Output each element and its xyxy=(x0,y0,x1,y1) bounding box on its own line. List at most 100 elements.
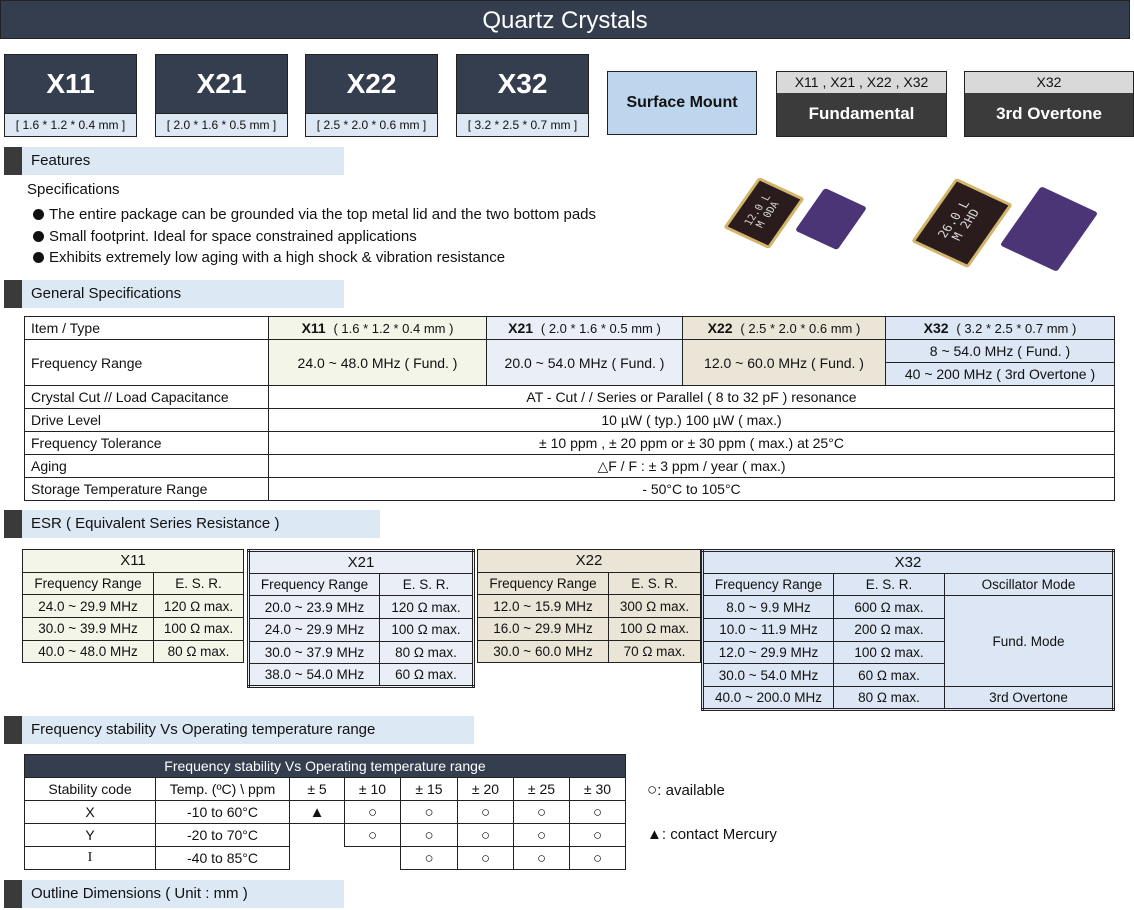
cell: 8.0 ~ 9.9 MHz xyxy=(702,595,834,620)
section-stability: Frequency stability Vs Operating tempera… xyxy=(4,716,474,744)
cell: 20.0 ~ 23.9 MHz xyxy=(248,595,380,620)
product-x21: X21 [ 2.0 * 1.6 * 0.5 mm ] xyxy=(155,54,288,137)
cell-temp: -40 to 85°C xyxy=(155,846,290,870)
cell: 100 Ω max. xyxy=(379,618,474,642)
bullet-icon xyxy=(33,252,44,263)
table-row: 16.0 ~ 29.9 MHz 100 Ω max. xyxy=(477,617,701,641)
circle-icon: ○ xyxy=(513,800,570,824)
empty-cell xyxy=(345,847,401,870)
product-dims: [ 1.6 * 1.2 * 0.4 mm ] xyxy=(5,113,136,136)
esr-table-x21: X21 Frequency Range E. S. R. 20.0 ~ 23.9 … xyxy=(247,549,475,689)
empty-cell xyxy=(290,824,345,847)
circle-icon: ○ xyxy=(400,846,458,870)
circle-icon: ○ xyxy=(513,823,570,847)
header-x21: X21 ( 2.0 * 1.6 * 0.5 mm ) xyxy=(486,316,683,340)
cell: 38.0 ~ 54.0 MHz xyxy=(248,663,380,688)
page-title: Quartz Crystals xyxy=(0,0,1130,39)
cell-mode: 3rd Overtone xyxy=(944,686,1114,710)
cell-code: X xyxy=(24,800,156,824)
table-row: 12.0 ~ 29.9 MHz 100 Ω max. xyxy=(702,640,1114,665)
mode-label: Fundamental xyxy=(808,104,915,123)
col-freq: Frequency Range xyxy=(702,572,834,597)
table-row: 40.0 ~ 200.0 MHz 80 Ω max. 3rd Overtone xyxy=(702,686,1114,710)
circle-icon: ○ xyxy=(569,823,626,847)
product-name: X21 xyxy=(196,68,247,99)
section-marker xyxy=(4,280,22,308)
crystal-top-small: 12.0 L M 0DA xyxy=(723,176,805,250)
row-label: Drive Level xyxy=(24,408,269,432)
cell: 16.0 ~ 29.9 MHz xyxy=(477,617,609,641)
table-row: I -40 to 85°C ○ ○ ○ ○ xyxy=(24,846,626,870)
col-esr: E. S. R. xyxy=(379,572,474,597)
cell: 100 Ω max. xyxy=(833,640,945,665)
col-freq: Frequency Range xyxy=(22,571,154,596)
table-row: Drive Level 10 µW ( typ.) 100 µW ( max.) xyxy=(24,408,1115,432)
table-row: Frequency Tolerance ± 10 ppm , ± 20 ppm o… xyxy=(24,431,1115,455)
crystal-bottom-large xyxy=(999,186,1099,272)
header-x11: X11 ( 1.6 * 1.2 * 0.4 mm ) xyxy=(268,316,487,340)
table-row: Stability code Temp. (ºC) \ ppm ± 5 ± 10 ± … xyxy=(24,777,626,801)
esr-table-x22: X22 Frequency Range E. S. R. 12.0 ~ 15.9 … xyxy=(477,549,701,664)
section-marker xyxy=(4,716,22,744)
table-row: 12.0 ~ 15.9 MHz 300 Ω max. xyxy=(477,594,701,619)
cell: AT - Cut / / Series or Parallel ( 8 to 3… xyxy=(268,385,1115,409)
stability-table: Frequency stability Vs Operating tempera… xyxy=(24,754,626,870)
table-row: 24.0 ~ 29.9 MHz 120 Ω max. xyxy=(22,594,244,619)
cell: 70 Ω max. xyxy=(608,639,701,664)
cell: 60 Ω max. xyxy=(833,663,945,688)
table-row: Storage Temperature Range - 50°C to 105°C xyxy=(24,477,1115,501)
table-row: Crystal Cut // Load Capacitance AT - Cut … xyxy=(24,385,1115,409)
circle-icon: ○ xyxy=(457,800,514,824)
table-row: X -10 to 60°C ▲ ○ ○ ○ ○ ○ xyxy=(24,800,626,824)
row-label: Aging xyxy=(24,454,269,478)
product-x22: X22 [ 2.5 * 2.0 * 0.6 mm ] xyxy=(305,54,438,137)
cell-code: Y xyxy=(24,823,156,847)
circle-icon: ○ xyxy=(400,823,458,847)
esr-model: X11 xyxy=(22,549,244,573)
cell: 60 Ω max. xyxy=(379,663,474,688)
col-temp: Temp. (ºC) \ ppm xyxy=(155,777,290,801)
legend-text: : available xyxy=(657,782,725,799)
table-row: 38.0 ~ 54.0 MHz 60 Ω max. xyxy=(248,663,474,688)
col-freq: Frequency Range xyxy=(477,571,609,596)
section-esr: ESR ( Equivalent Series Resistance ) xyxy=(4,510,380,538)
cell: 20.0 ~ 54.0 MHz ( Fund. ) xyxy=(486,339,683,386)
circle-icon: ○ xyxy=(569,800,626,824)
bullet-icon xyxy=(33,209,44,220)
cell: 10 µW ( typ.) 100 µW ( max.) xyxy=(268,408,1115,432)
esr-model: X22 xyxy=(477,549,701,573)
cell: 40.0 ~ 48.0 MHz xyxy=(22,639,154,664)
header-x22: X22 ( 2.5 * 2.0 * 0.6 mm ) xyxy=(682,316,886,340)
cell: △F / F : ± 3 ppm / year ( max.) xyxy=(268,454,1115,478)
cell: 24.0 ~ 29.9 MHz xyxy=(248,618,380,642)
col-ppm: ± 15 xyxy=(400,777,458,801)
triangle-icon: ▲ xyxy=(289,800,345,824)
table-row: 40.0 ~ 48.0 MHz 80 Ω max. xyxy=(22,639,244,664)
bullet-icon xyxy=(33,231,44,242)
cell: 120 Ω max. xyxy=(379,595,474,620)
cell: 120 Ω max. xyxy=(153,594,244,619)
col-ppm: ± 25 xyxy=(513,777,570,801)
mode-overtone: X32 3rd Overtone xyxy=(964,71,1134,137)
mode-models: X32 xyxy=(965,72,1133,93)
table-row: 30.0 ~ 39.9 MHz 100 Ω max. xyxy=(22,617,244,641)
section-marker xyxy=(4,510,22,538)
col-ppm: ± 10 xyxy=(344,777,401,801)
table-row: Y -20 to 70°C ○ ○ ○ ○ ○ xyxy=(24,823,626,847)
cell: 12.0 ~ 60.0 MHz ( Fund. ) xyxy=(682,339,886,386)
circle-icon: ○ xyxy=(400,800,458,824)
cell: 30.0 ~ 54.0 MHz xyxy=(702,663,834,688)
mode-label: 3rd Overtone xyxy=(996,104,1102,123)
section-marker xyxy=(4,880,22,908)
circle-icon: ○ xyxy=(647,780,658,799)
col-esr: E. S. R. xyxy=(153,571,244,596)
section-marker xyxy=(4,147,22,175)
mode-fundamental: X11 , X21 , X22 , X32 Fundamental xyxy=(776,71,947,137)
cell: 24.0 ~ 48.0 MHz ( Fund. ) xyxy=(268,339,487,386)
product-dims: [ 3.2 * 2.5 * 0.7 mm ] xyxy=(457,113,588,136)
header-item: Item / Type xyxy=(24,316,269,340)
bullet-text: Exhibits extremely low aging with a high… xyxy=(49,249,506,266)
circle-icon: ○ xyxy=(344,800,401,824)
esr-model: X32 xyxy=(702,550,1114,574)
circle-icon: ○ xyxy=(513,846,570,870)
